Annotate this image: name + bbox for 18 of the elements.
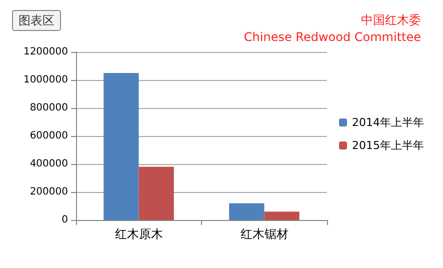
legend-label: 2015年上半年 <box>352 139 424 152</box>
x-tick-label: 红木锯材 <box>240 227 288 241</box>
text: 图表区 <box>18 14 54 28</box>
y-tick-label: 1200000 <box>23 46 68 58</box>
bar <box>104 73 139 220</box>
y-tick-label: 1000000 <box>23 74 68 86</box>
y-tick-label: 800000 <box>30 102 68 114</box>
text: 中国红木委 <box>361 13 421 27</box>
bar <box>138 166 174 220</box>
y-tick-label: 200000 <box>30 186 68 198</box>
y-tick-label: 600000 <box>30 130 68 142</box>
bar <box>264 212 300 220</box>
x-tick-label: 红木原木 <box>114 227 163 241</box>
bar <box>229 203 264 220</box>
y-tick-label: 0 <box>62 214 68 226</box>
y-tick-label: 400000 <box>30 158 68 170</box>
text: Chinese Redwood Committee <box>244 30 421 44</box>
legend-label: 2014年上半年 <box>352 116 424 129</box>
